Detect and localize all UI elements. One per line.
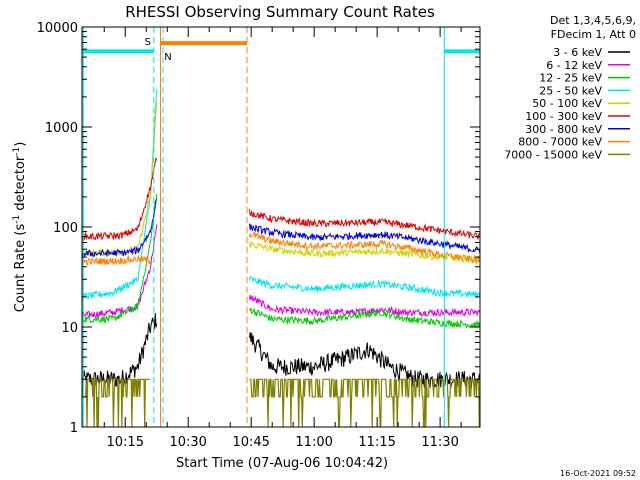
- series-line-2-segment-1: [249, 307, 480, 329]
- legend-label-3: 25 - 50 keV: [539, 84, 602, 97]
- series-line-2-segment-0: [82, 193, 158, 324]
- series-line-1-segment-0: [82, 224, 158, 319]
- series-7: [82, 231, 480, 266]
- y-tick-label: 10: [61, 321, 78, 336]
- y-tick-label: 1: [70, 421, 78, 436]
- x-tick-label: 10:30: [169, 435, 206, 450]
- generation-timestamp: 16-Oct-2021 09:52: [560, 469, 636, 478]
- series-line-0-segment-0: [82, 313, 158, 387]
- series-line-7-segment-1: [249, 231, 480, 266]
- series-6: [82, 198, 480, 258]
- x-tick-label: 11:30: [421, 435, 458, 450]
- series-5: [82, 156, 480, 241]
- series-8: [82, 378, 480, 427]
- series-line-1-segment-1: [249, 295, 480, 318]
- series-line-0-segment-1: [249, 332, 480, 390]
- series-line-3-segment-0: [82, 89, 158, 302]
- series-line-5-segment-0: [82, 156, 158, 241]
- y-tick-label: 10000: [37, 21, 78, 36]
- night-label: N: [164, 52, 171, 63]
- y-tick-label: 1000: [45, 121, 78, 136]
- legend-header-line-2: FDecim 1, Att 0: [551, 28, 636, 41]
- legend-label-7: 800 - 7000 keV: [518, 136, 602, 149]
- y-axis-label: Count Rate (s-1 detector-1): [12, 142, 28, 313]
- series-line-3-segment-1: [249, 275, 480, 299]
- legend-label-1: 6 - 12 keV: [546, 59, 602, 72]
- legend-label-6: 300 - 800 keV: [525, 123, 602, 136]
- series-2: [82, 193, 480, 329]
- chart-title: RHESSI Observing Summary Count Rates: [125, 3, 435, 21]
- legend-label-5: 100 - 300 keV: [525, 110, 602, 123]
- series-line-5-segment-1: [249, 208, 480, 240]
- series-line-8-segment-1: [249, 378, 480, 427]
- x-tick-label: 10:15: [107, 435, 144, 450]
- series-line-8-segment-0: [82, 378, 151, 427]
- x-tick-label: 10:45: [232, 435, 269, 450]
- series-1: [82, 224, 480, 319]
- x-tick-label: 11:00: [295, 435, 332, 450]
- x-axis-label: Start Time (07-Aug-06 10:04:42): [176, 456, 388, 471]
- legend-label-2: 12 - 25 keV: [539, 72, 602, 85]
- series-layer: [82, 89, 480, 427]
- legend-label-0: 3 - 6 keV: [553, 46, 602, 59]
- legend: Det 1,3,4,5,6,9, FDecim 1, Att 0 3 - 6 k…: [504, 14, 636, 161]
- series-line-6-segment-1: [249, 223, 480, 254]
- series-0: [82, 313, 480, 390]
- legend-label-4: 50 - 100 keV: [532, 97, 602, 110]
- legend-label-8: 7000 - 15000 keV: [504, 148, 602, 161]
- x-tick-label: 11:15: [358, 435, 395, 450]
- saa-label: S: [145, 37, 151, 48]
- series-3: [82, 89, 480, 302]
- series-line-7-segment-0: [82, 255, 151, 266]
- flag-layer: SN: [82, 27, 481, 427]
- series-line-6-segment-0: [82, 198, 158, 258]
- y-tick-label: 100: [53, 221, 78, 236]
- legend-header-line-1: Det 1,3,4,5,6,9,: [550, 14, 636, 27]
- axis-layer: 1 10 100 1000 10000 10:15 10:30 10:45 11:00 11:15…: [37, 21, 480, 450]
- series-line-4-segment-0: [82, 99, 158, 258]
